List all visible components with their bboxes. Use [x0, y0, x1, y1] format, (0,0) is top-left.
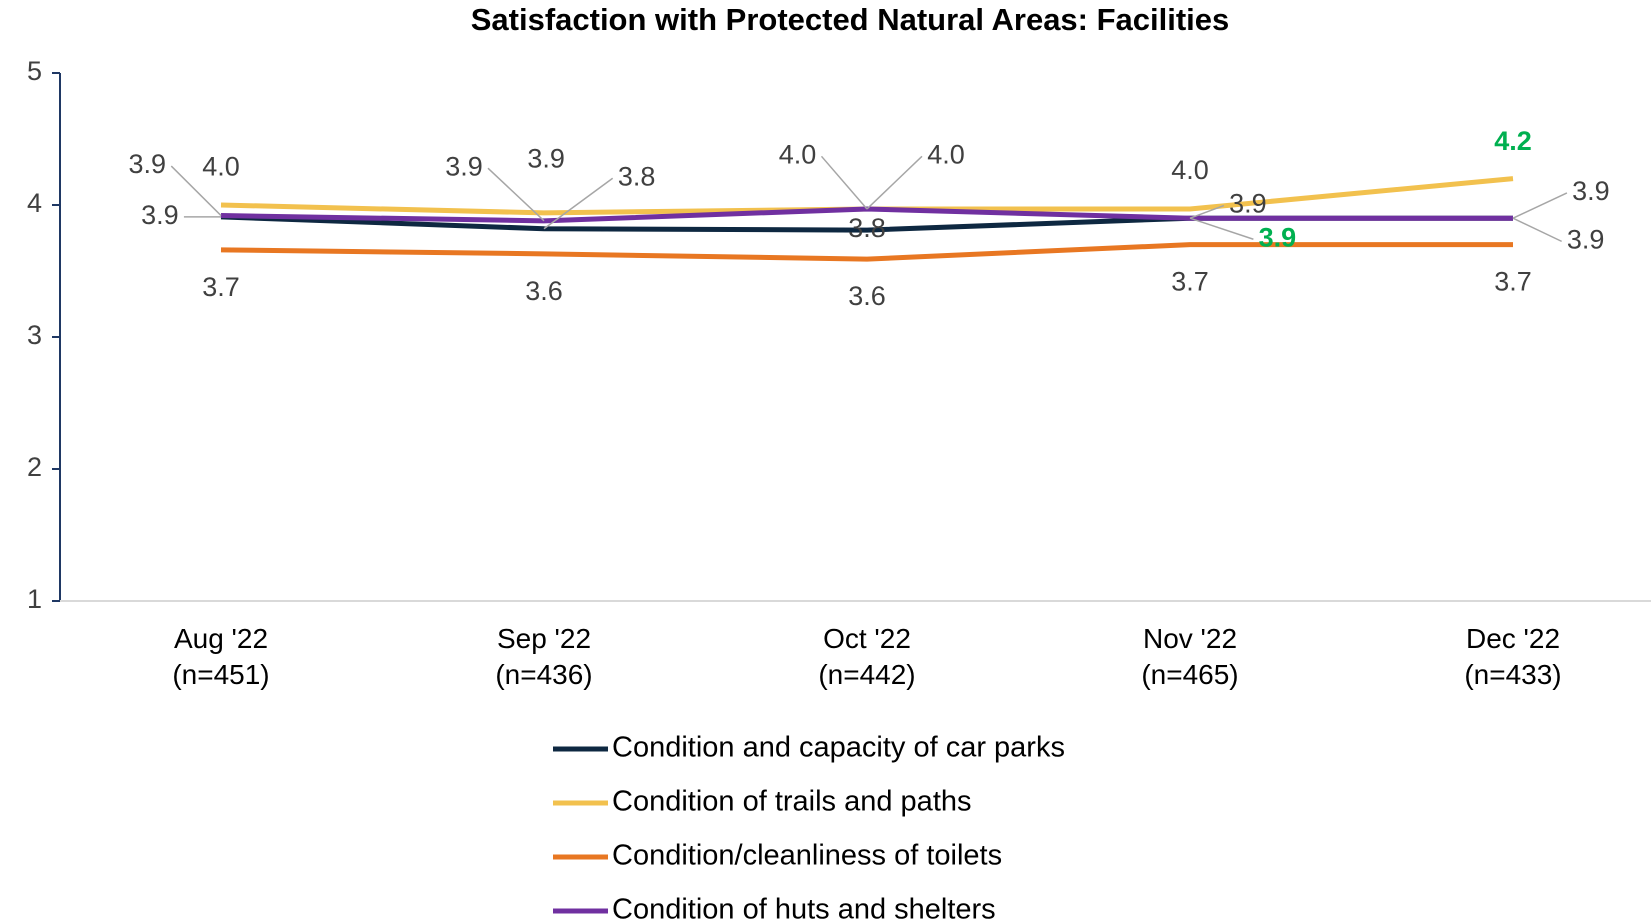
chart-title: Satisfaction with Protected Natural Area…	[471, 2, 1230, 37]
x-tick-label: Oct '22 (n=442)	[818, 623, 916, 690]
data-label: 3.9	[129, 149, 167, 179]
data-label: 4.0	[202, 151, 240, 181]
leader-line	[820, 155, 868, 210]
leader-line	[487, 167, 545, 222]
leader-line	[170, 165, 222, 217]
leader-line	[1189, 204, 1225, 219]
y-tick-label: 2	[27, 452, 42, 482]
data-label: 3.8	[848, 213, 886, 243]
y-tick-label: 3	[27, 320, 42, 350]
leader-line	[543, 177, 614, 230]
data-label: 3.9	[141, 200, 179, 230]
y-tick-label: 5	[27, 56, 42, 86]
x-tick-label: Nov '22 (n=465)	[1141, 623, 1239, 690]
data-label: 4.0	[779, 139, 817, 169]
legend-label: Condition and capacity of car parks	[612, 732, 1065, 764]
data-label: 3.6	[525, 276, 563, 306]
series-line	[220, 242, 1513, 262]
data-label: 3.6	[848, 281, 886, 311]
y-tick-label: 1	[27, 584, 42, 614]
legend-label: Condition/cleanliness of toilets	[612, 840, 1002, 872]
leader-line	[1512, 217, 1562, 243]
data-label: 3.9	[527, 143, 565, 173]
data-label: 3.8	[618, 161, 656, 191]
data-label: 3.7	[1494, 267, 1532, 297]
x-tick-label: Dec '22 (n=433)	[1464, 623, 1562, 690]
data-label: 3.9	[1259, 222, 1297, 252]
y-tick-label: 4	[27, 188, 42, 218]
data-label: 3.9	[445, 151, 483, 181]
data-label: 3.7	[202, 272, 240, 302]
data-label: 3.9	[1572, 176, 1610, 206]
legend-label: Condition of huts and shelters	[612, 894, 996, 924]
data-label: 4.0	[1171, 155, 1209, 185]
data-label: 3.9	[1229, 189, 1267, 219]
x-tick-label: Sep '22 (n=436)	[495, 623, 593, 690]
data-label: 4.2	[1494, 126, 1532, 156]
x-tick-label: Aug '22 (n=451)	[172, 623, 270, 690]
data-label: 3.7	[1171, 267, 1209, 297]
leader-line	[1189, 217, 1254, 240]
data-label: 4.0	[927, 139, 965, 169]
leader-line	[1512, 192, 1568, 219]
legend-label: Condition of trails and paths	[612, 786, 972, 818]
data-label: 3.9	[1567, 224, 1605, 254]
leader-line	[866, 155, 923, 210]
